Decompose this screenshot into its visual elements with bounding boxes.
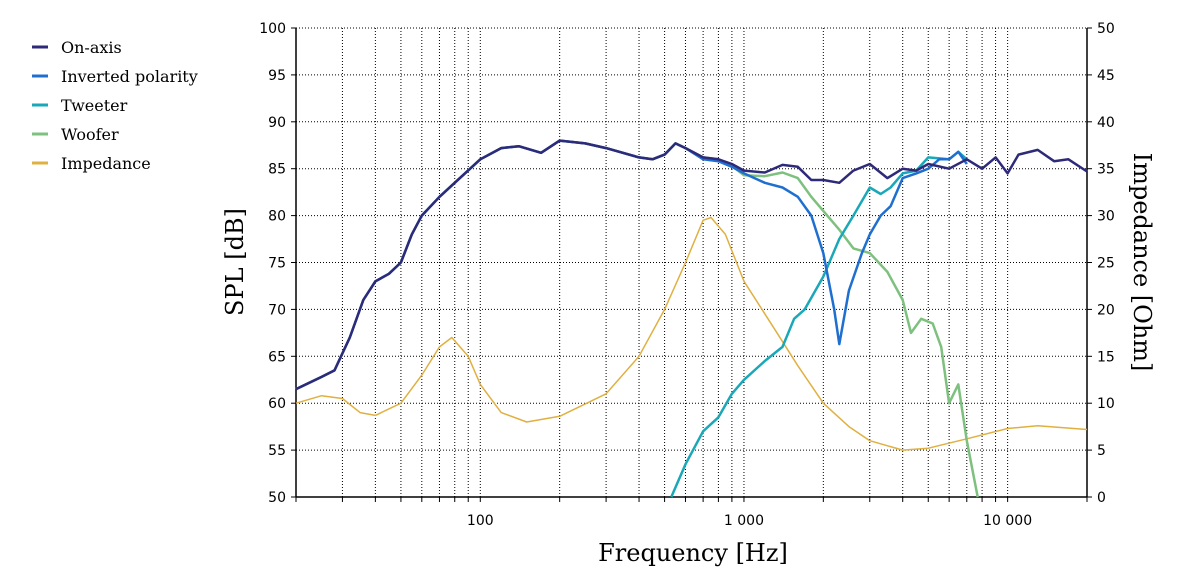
legend-label: Tweeter [61,96,128,115]
y-tick-label: 55 [268,443,286,459]
x-tick-label: 1 000 [724,513,764,529]
y-tick-label: 50 [268,490,286,506]
series-line-on-axis [295,139,1088,391]
y-tick-label: 80 [268,209,286,225]
grid [291,27,1092,502]
x-axis-title: Frequency [Hz] [598,539,788,567]
tick-labels: 50 55 60 65 70 75 80 85 90 95 100 0 5 10 15 20 25 30 35 40 4… [259,21,1115,529]
y-tick-label: 65 [268,349,286,365]
y-tick-label: 60 [268,396,286,412]
legend-label: Inverted polarity [61,67,198,86]
y-tick-label: 85 [268,162,286,178]
legend-label: Impedance [61,154,151,173]
y2-axis-title: Impedance [Ohm] [1128,153,1156,372]
legend: On-axis Inverted polarity Tweeter Woofer Imp… [32,38,198,173]
y2-tick-label: 5 [1097,443,1106,459]
y2-tick-label: 0 [1097,490,1106,506]
y-tick-label: 100 [259,21,286,37]
y2-tick-label: 30 [1097,209,1115,225]
x-tick-label: 100 [467,513,494,529]
y2-tick-label: 50 [1097,21,1115,37]
legend-label: Woofer [61,125,119,144]
series-line-tweeter [670,150,968,498]
y2-tick-label: 20 [1097,302,1115,318]
y-axis-title: SPL [dB] [221,208,249,316]
series-line-impedance [295,216,1088,451]
y-tick-label: 95 [268,68,286,84]
y2-tick-label: 25 [1097,256,1115,272]
y2-tick-label: 35 [1097,162,1115,178]
y-tick-label: 70 [268,302,286,318]
series-line-woofer [295,139,979,498]
y-tick-label: 75 [268,256,286,272]
y2-tick-label: 45 [1097,68,1115,84]
y-tick-label: 90 [268,115,286,131]
y2-tick-label: 40 [1097,115,1115,131]
series-lines [295,139,1088,498]
x-tick-label: 10 000 [983,513,1032,529]
y2-tick-label: 15 [1097,349,1115,365]
y2-tick-label: 10 [1097,396,1115,412]
legend-label: On-axis [61,38,122,57]
